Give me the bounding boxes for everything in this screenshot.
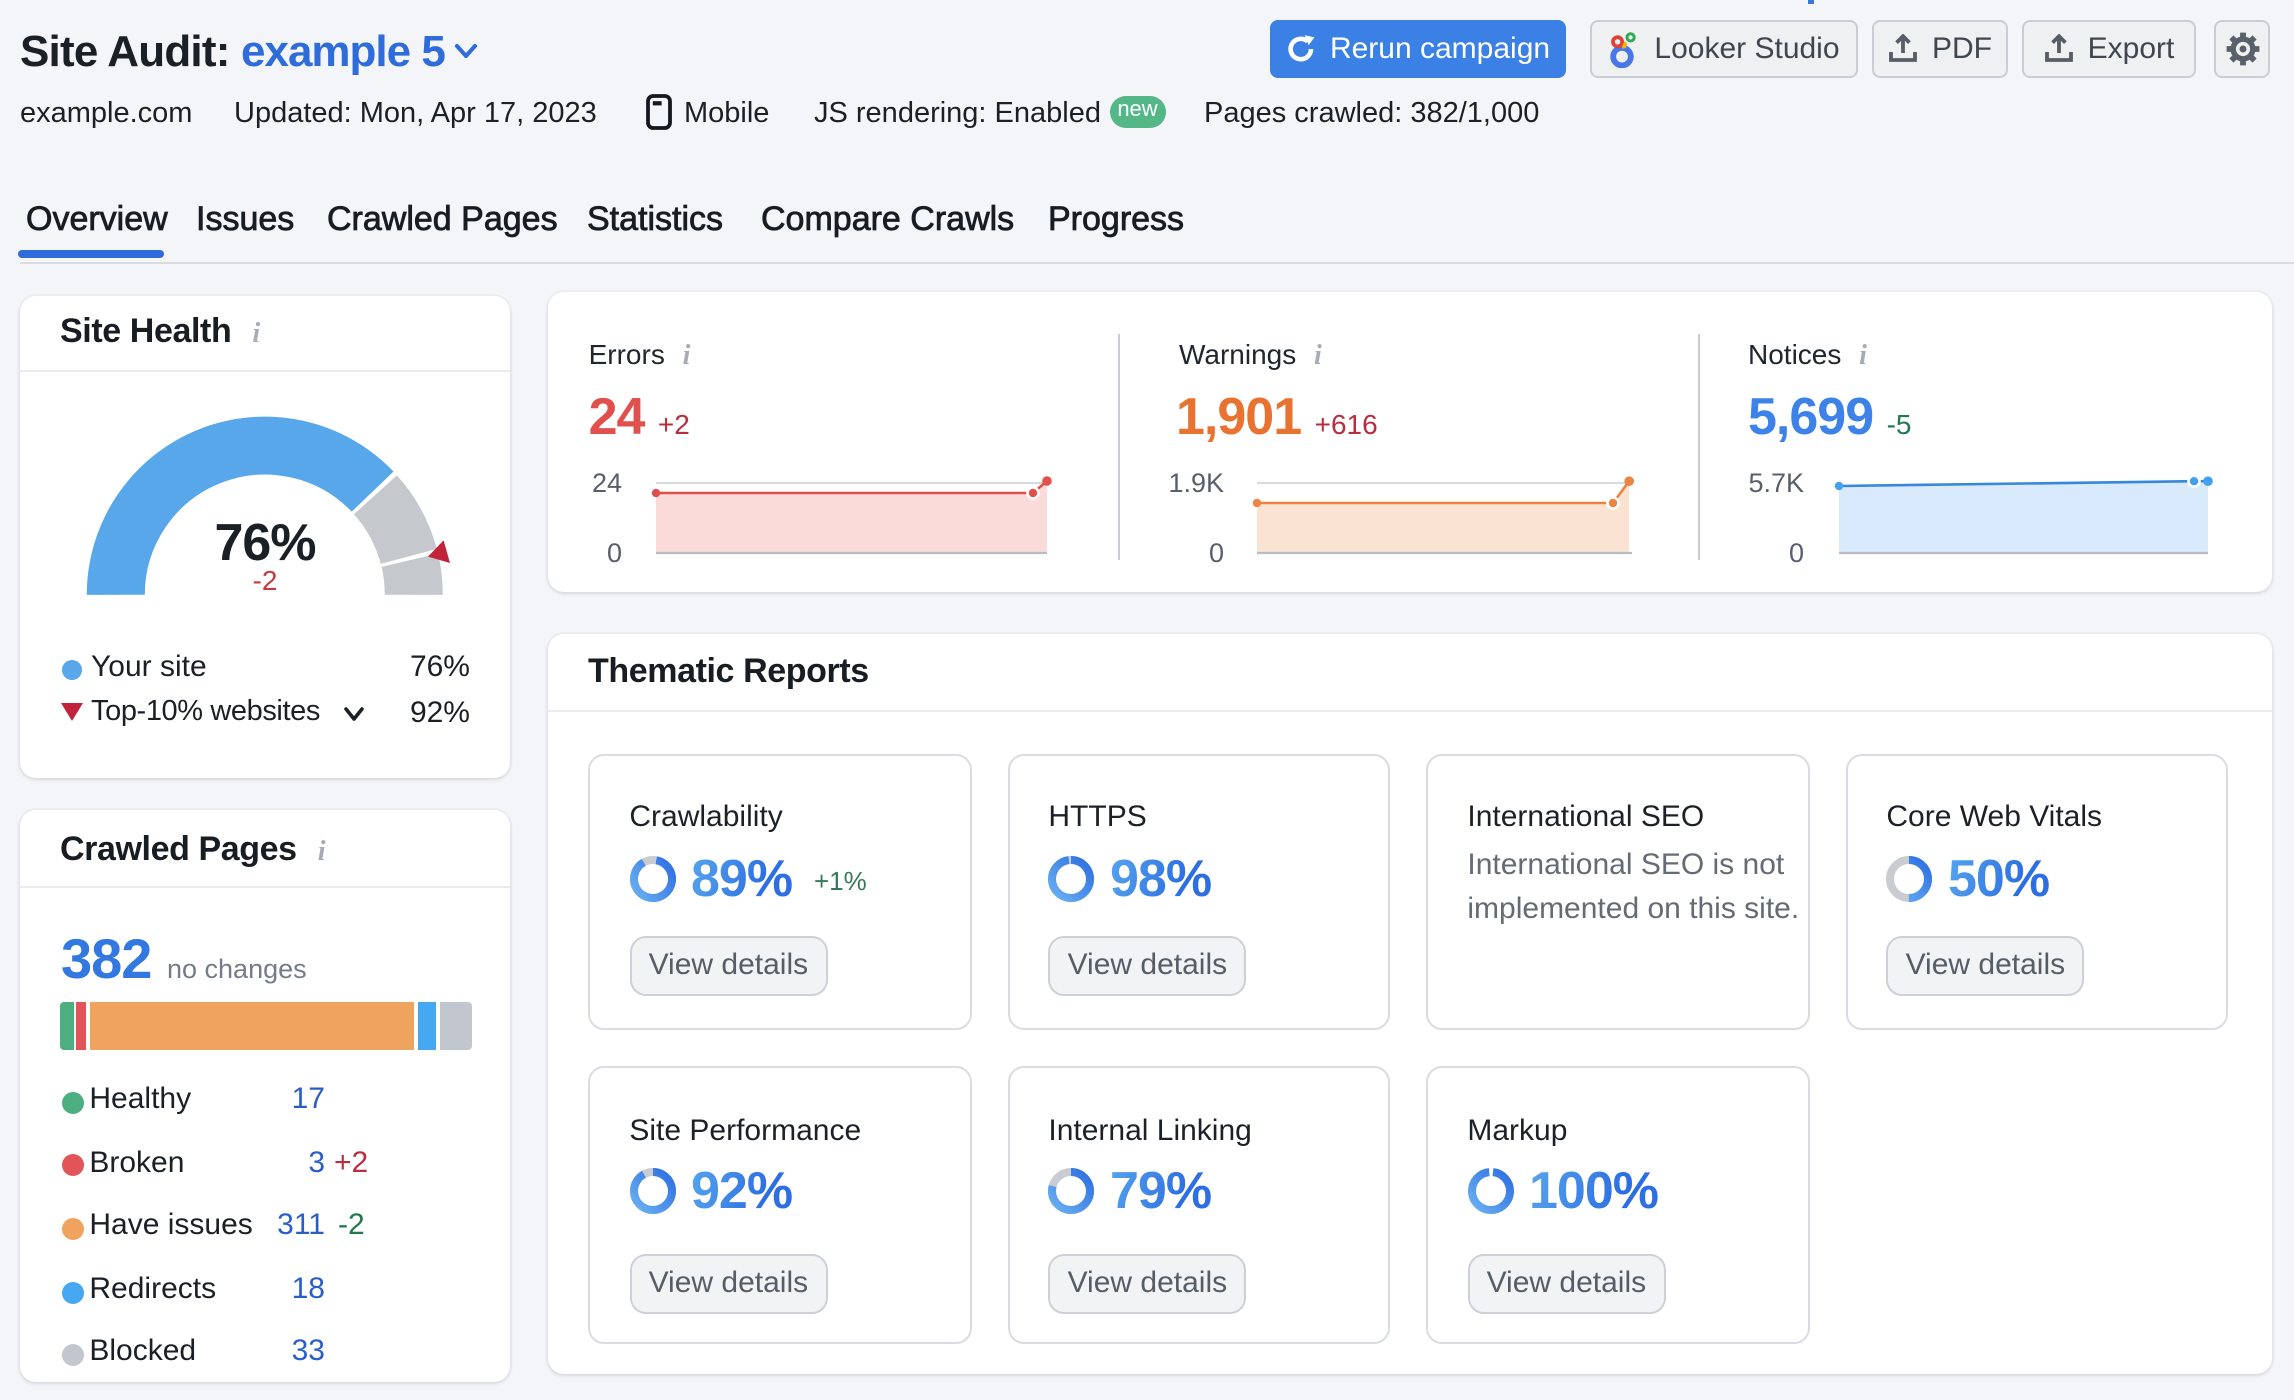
svg-text:24: 24 bbox=[592, 468, 622, 498]
svg-text:0: 0 bbox=[607, 538, 622, 568]
svg-text:0: 0 bbox=[1789, 538, 1804, 568]
svg-text:5.7K: 5.7K bbox=[1748, 468, 1804, 498]
svg-text:0: 0 bbox=[1209, 538, 1224, 568]
svg-text:1.9K: 1.9K bbox=[1168, 468, 1224, 498]
